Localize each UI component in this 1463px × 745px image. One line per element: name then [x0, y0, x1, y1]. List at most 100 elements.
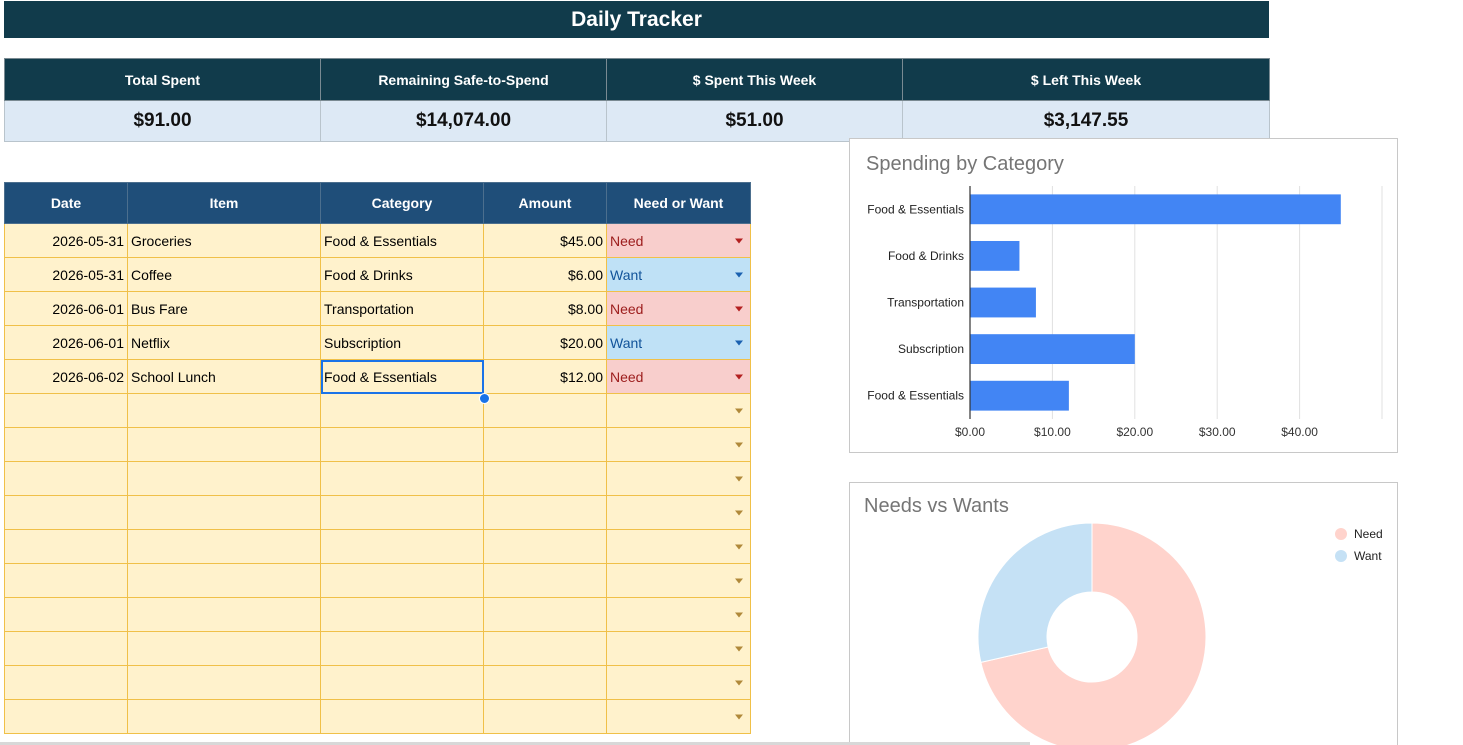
cell-date[interactable] — [4, 631, 128, 666]
horizontal-scrollbar[interactable] — [0, 742, 1030, 745]
cell-category[interactable] — [320, 597, 484, 632]
cell-amount[interactable] — [483, 529, 607, 564]
dropdown-arrow-icon[interactable] — [735, 408, 743, 413]
cell-amount[interactable]: $8.00 — [483, 291, 607, 326]
cell-date[interactable] — [4, 563, 128, 598]
table-row[interactable]: 2026-06-02 School Lunch Food & Essentials $… — [4, 359, 751, 394]
cell-need-or-want-dropdown[interactable] — [606, 495, 751, 530]
cell-item[interactable] — [127, 665, 321, 700]
dropdown-arrow-icon[interactable] — [735, 578, 743, 583]
cell-need-or-want-dropdown[interactable]: Need — [606, 223, 751, 258]
column-header-date[interactable]: Date — [4, 182, 128, 224]
selection-fill-handle[interactable] — [479, 393, 490, 404]
cell-item[interactable]: Netflix — [127, 325, 321, 360]
table-row-empty[interactable] — [4, 427, 751, 462]
cell-item[interactable] — [127, 529, 321, 564]
column-header-item[interactable]: Item — [127, 182, 321, 224]
cell-need-or-want-dropdown[interactable]: Want — [606, 325, 751, 360]
cell-date[interactable] — [4, 495, 128, 530]
cell-need-or-want-dropdown[interactable] — [606, 665, 751, 700]
cell-need-or-want-dropdown[interactable] — [606, 393, 751, 428]
cell-need-or-want-dropdown[interactable] — [606, 461, 751, 496]
bar-chart-container[interactable]: Spending by Category $0.00 $10.00 $20.00 $3… — [849, 138, 1398, 453]
cell-need-or-want-dropdown[interactable]: Want — [606, 257, 751, 292]
cell-amount[interactable] — [483, 427, 607, 462]
table-row-empty[interactable] — [4, 597, 751, 632]
dropdown-arrow-icon[interactable] — [735, 374, 743, 379]
cell-need-or-want-dropdown[interactable] — [606, 597, 751, 632]
dropdown-arrow-icon[interactable] — [735, 714, 743, 719]
column-header-category[interactable]: Category — [320, 182, 484, 224]
cell-need-or-want-dropdown[interactable] — [606, 563, 751, 598]
cell-item[interactable]: School Lunch — [127, 359, 321, 394]
cell-date[interactable]: 2026-06-02 — [4, 359, 128, 394]
dropdown-arrow-icon[interactable] — [735, 476, 743, 481]
table-row-empty[interactable] — [4, 699, 751, 734]
table-row-empty[interactable] — [4, 529, 751, 564]
dropdown-arrow-icon[interactable] — [735, 306, 743, 311]
column-header-amount[interactable]: Amount — [483, 182, 607, 224]
cell-amount[interactable]: $45.00 — [483, 223, 607, 258]
cell-item[interactable] — [127, 461, 321, 496]
cell-category[interactable] — [320, 495, 484, 530]
cell-date[interactable] — [4, 597, 128, 632]
cell-category[interactable]: Food & Drinks — [320, 257, 484, 292]
table-row-empty[interactable] — [4, 563, 751, 598]
cell-item[interactable] — [127, 427, 321, 462]
summary-header-left-week[interactable]: $ Left This Week — [902, 58, 1270, 101]
dropdown-arrow-icon[interactable] — [735, 544, 743, 549]
cell-category[interactable]: Subscription — [320, 325, 484, 360]
column-header-need-or-want[interactable]: Need or Want — [606, 182, 751, 224]
cell-category[interactable] — [320, 393, 484, 428]
summary-header-total-spent[interactable]: Total Spent — [4, 58, 321, 101]
cell-category[interactable]: Transportation — [320, 291, 484, 326]
table-row[interactable]: 2026-05-31 Groceries Food & Essentials $45.… — [4, 223, 751, 258]
dropdown-arrow-icon[interactable] — [735, 612, 743, 617]
cell-need-or-want-dropdown[interactable] — [606, 427, 751, 462]
cell-amount[interactable] — [483, 665, 607, 700]
cell-date[interactable]: 2026-05-31 — [4, 223, 128, 258]
cell-item[interactable]: Coffee — [127, 257, 321, 292]
table-row-empty[interactable] — [4, 495, 751, 530]
cell-category[interactable] — [320, 529, 484, 564]
cell-item[interactable] — [127, 597, 321, 632]
summary-value-total-spent[interactable]: $91.00 — [4, 100, 321, 142]
cell-amount[interactable] — [483, 699, 607, 734]
cell-category[interactable]: Food & Essentials — [320, 223, 484, 258]
cell-date[interactable] — [4, 427, 128, 462]
cell-need-or-want-dropdown[interactable] — [606, 529, 751, 564]
table-row-empty[interactable] — [4, 665, 751, 700]
cell-need-or-want-dropdown[interactable] — [606, 699, 751, 734]
cell-date[interactable] — [4, 393, 128, 428]
dropdown-arrow-icon[interactable] — [735, 442, 743, 447]
cell-amount[interactable] — [483, 563, 607, 598]
cell-category[interactable]: Food & Essentials — [320, 359, 484, 394]
summary-header-remaining[interactable]: Remaining Safe-to-Spend — [320, 58, 607, 101]
summary-value-remaining[interactable]: $14,074.00 — [320, 100, 607, 142]
cell-amount[interactable] — [483, 631, 607, 666]
cell-category[interactable] — [320, 461, 484, 496]
cell-category[interactable] — [320, 427, 484, 462]
cell-date[interactable]: 2026-05-31 — [4, 257, 128, 292]
table-row[interactable]: 2026-06-01 Netflix Subscription $20.00 Want — [4, 325, 751, 360]
cell-category[interactable] — [320, 699, 484, 734]
table-row-empty[interactable] — [4, 461, 751, 496]
summary-value-left-week[interactable]: $3,147.55 — [902, 100, 1270, 142]
dropdown-arrow-icon[interactable] — [735, 272, 743, 277]
cell-category[interactable] — [320, 631, 484, 666]
cell-item[interactable]: Groceries — [127, 223, 321, 258]
table-row-empty[interactable] — [4, 393, 751, 428]
summary-header-spent-week[interactable]: $ Spent This Week — [606, 58, 903, 101]
dropdown-arrow-icon[interactable] — [735, 680, 743, 685]
table-row[interactable]: 2026-06-01 Bus Fare Transportation $8.00 Nee… — [4, 291, 751, 326]
dropdown-arrow-icon[interactable] — [735, 646, 743, 651]
table-row-empty[interactable] — [4, 631, 751, 666]
cell-date[interactable] — [4, 665, 128, 700]
summary-value-spent-week[interactable]: $51.00 — [606, 100, 903, 142]
cell-date[interactable]: 2026-06-01 — [4, 291, 128, 326]
table-row[interactable]: 2026-05-31 Coffee Food & Drinks $6.00 Want — [4, 257, 751, 292]
cell-item[interactable] — [127, 393, 321, 428]
cell-amount[interactable] — [483, 461, 607, 496]
cell-date[interactable]: 2026-06-01 — [4, 325, 128, 360]
cell-date[interactable] — [4, 529, 128, 564]
